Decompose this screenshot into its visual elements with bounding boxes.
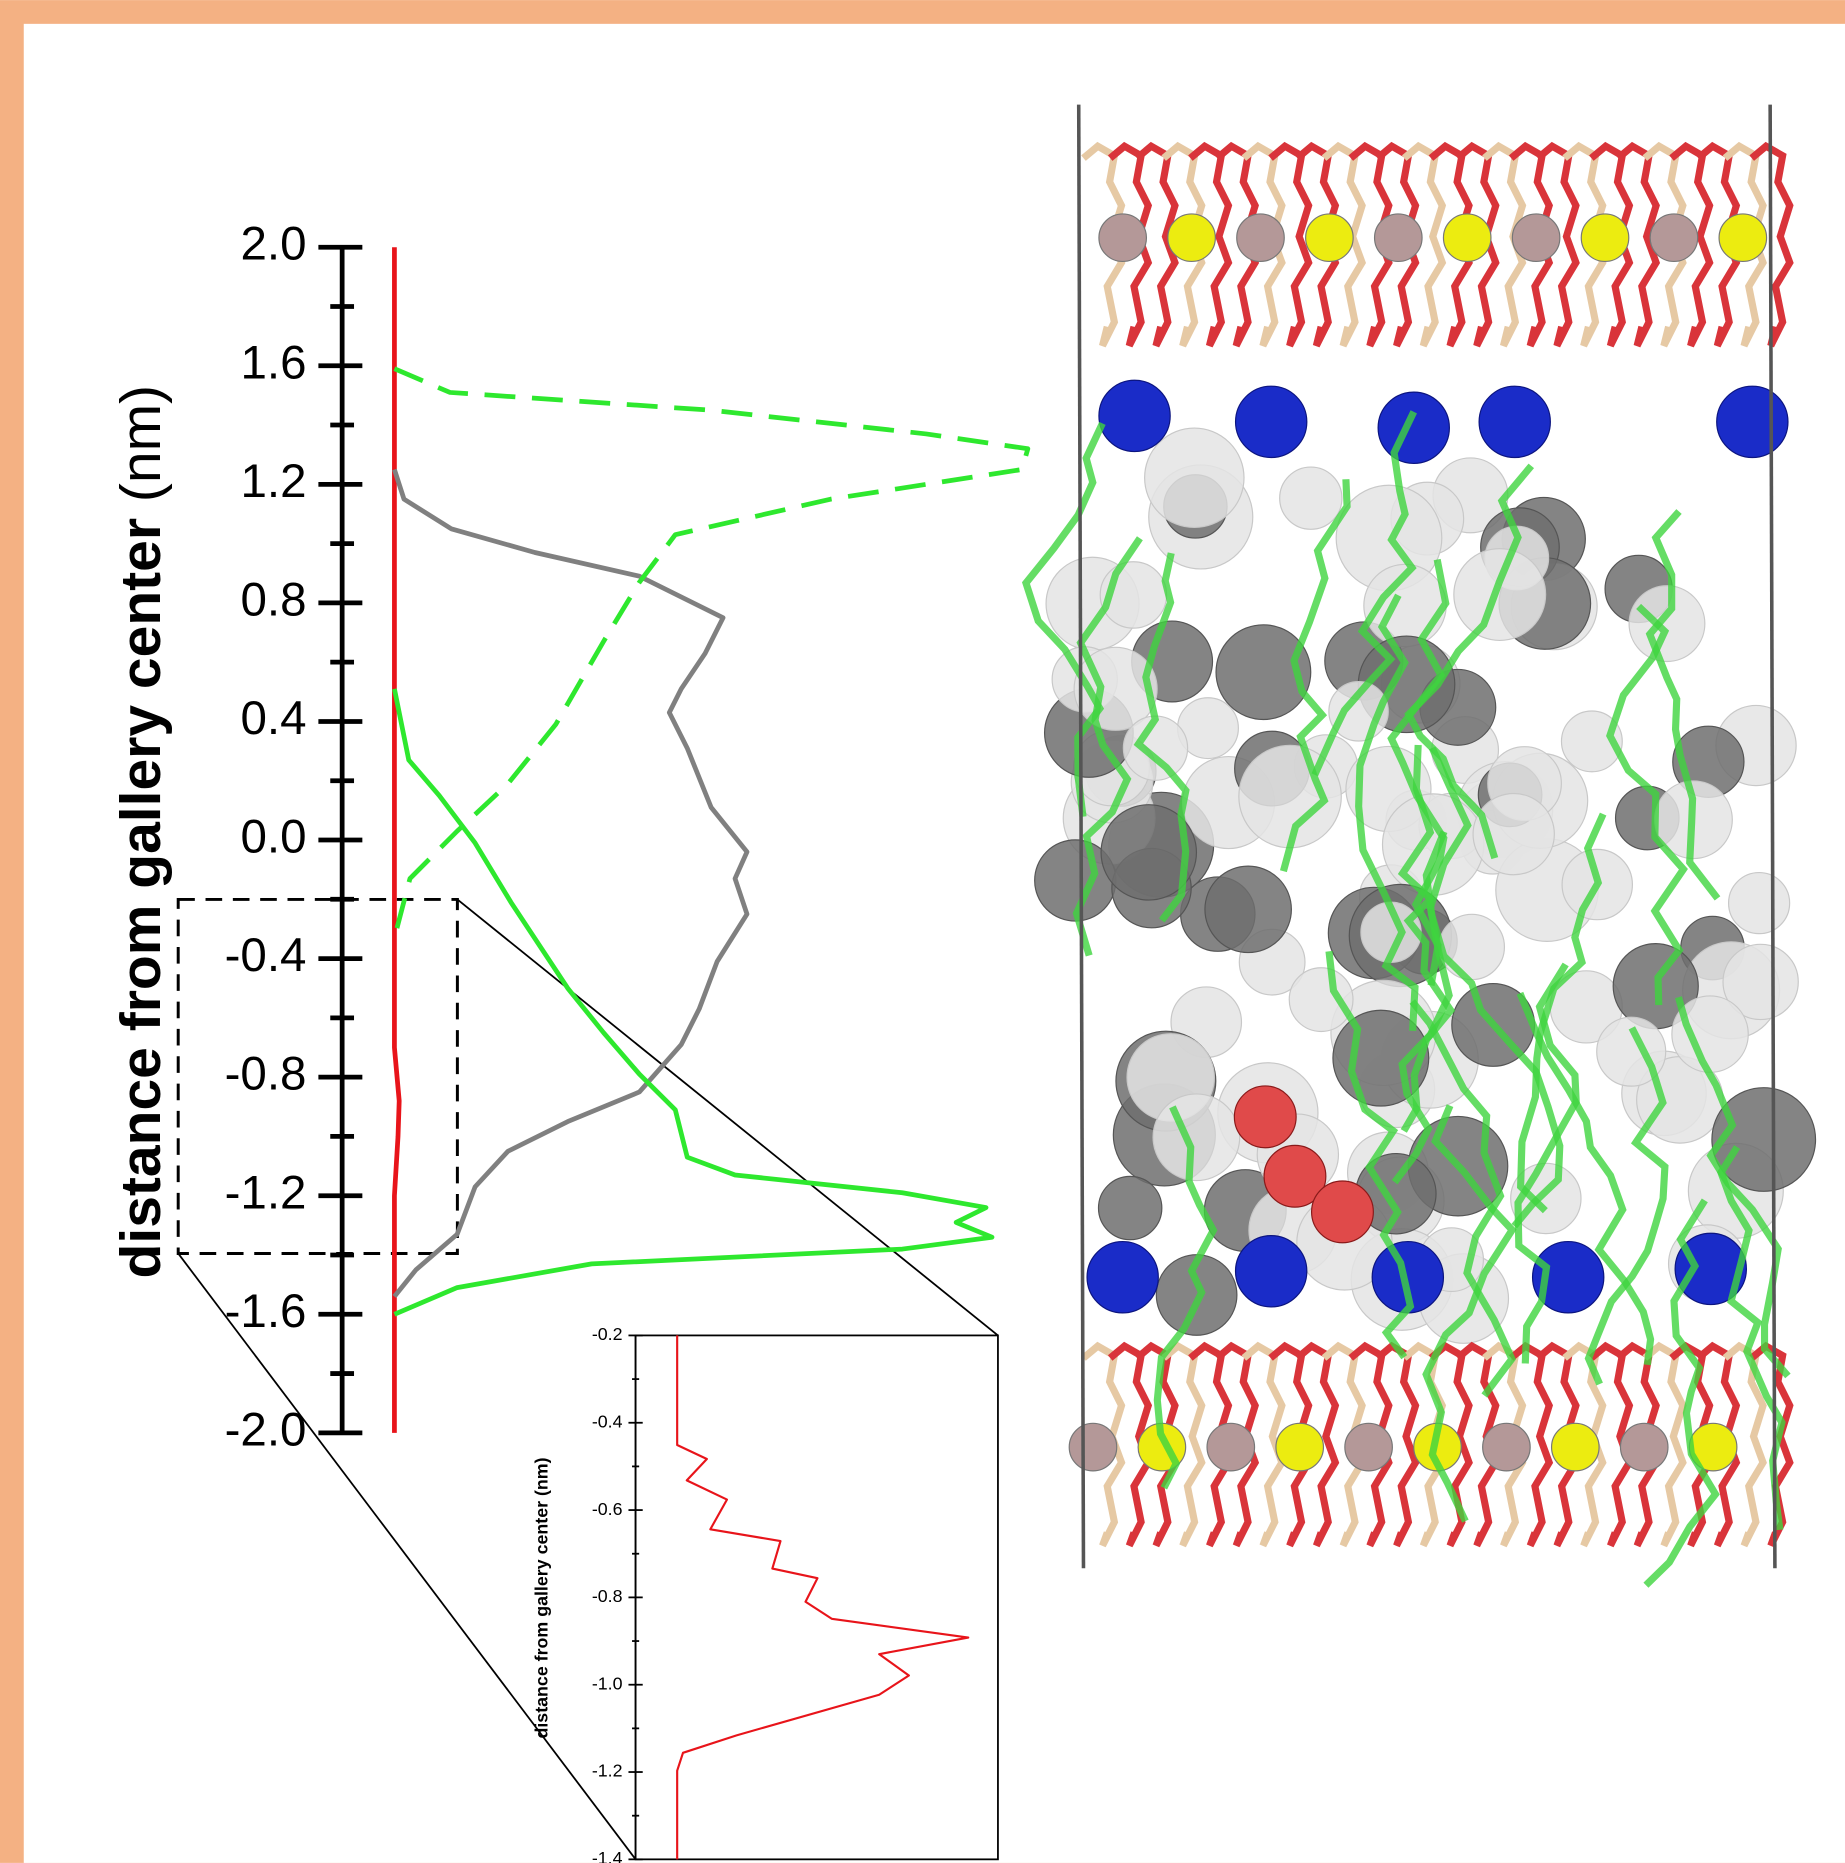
- y-tick-label: -1.4: [592, 1848, 623, 1863]
- atom: [1098, 1176, 1161, 1239]
- nitrogen-atom: [1236, 1236, 1307, 1307]
- y-label-unit: (nm): [109, 385, 173, 502]
- y-tick-label: -0.8: [225, 1048, 307, 1101]
- atom: [1145, 428, 1244, 527]
- metal-atom: [1620, 1423, 1668, 1471]
- metal-atom: [1168, 214, 1216, 262]
- metal-atom: [1650, 214, 1698, 262]
- y-tick-label: 1.2: [240, 455, 306, 508]
- y-tick-label: -1.0: [592, 1673, 623, 1693]
- page: -2.0 -1.6 -1.2 -0.8 -0.4 0.0 0.4 0.8 1.2 1.6 2.0 -1…: [0, 0, 1845, 1863]
- figure: -2.0 -1.6 -1.2 -0.8 -0.4 0.0 0.4 0.8 1.2 1.6 2.0 -1…: [0, 0, 1845, 1863]
- y-tick-label: -2.0: [225, 1403, 307, 1456]
- y-tick-label: 0.4: [240, 692, 306, 745]
- nitrogen-atom: [1087, 1242, 1158, 1313]
- metal-atom: [1276, 1423, 1324, 1471]
- metal-atom: [1306, 214, 1354, 262]
- metal-atom: [1443, 214, 1491, 262]
- atom: [1454, 549, 1546, 641]
- atom: [1729, 873, 1790, 934]
- guest-atom: [1312, 1181, 1374, 1243]
- atom: [1280, 467, 1342, 529]
- y-tick-label: 1.6: [240, 336, 306, 389]
- y-tick-label: -0.2: [592, 1324, 623, 1344]
- metal-atom: [1483, 1423, 1531, 1471]
- y-tick-label: -1.2: [225, 1166, 307, 1219]
- y-tick-label: -0.8: [592, 1586, 623, 1606]
- atom: [1205, 866, 1291, 952]
- inset-y-axis-label: distance from gallery center (nm): [532, 1457, 552, 1738]
- y-tick-label: -1.6: [225, 1285, 307, 1338]
- metal-atom: [1207, 1423, 1255, 1471]
- y-tick-label: -0.6: [592, 1499, 623, 1519]
- metal-atom: [1581, 214, 1629, 262]
- y-tick-label: -0.4: [592, 1411, 623, 1431]
- atom: [1629, 586, 1705, 662]
- metal-atom: [1099, 214, 1147, 262]
- y-axis-label: distance from gallery center (nm): [109, 385, 173, 1279]
- metal-atom: [1345, 1423, 1393, 1471]
- metal-atom: [1552, 1423, 1600, 1471]
- y-tick-label: 0.0: [240, 811, 306, 864]
- atom: [1439, 914, 1504, 979]
- y-tick-label: -1.2: [592, 1761, 623, 1781]
- y-label-main: distance from gallery center: [109, 518, 173, 1279]
- inset-frame: [636, 1335, 998, 1859]
- nitrogen-atom: [1099, 380, 1170, 451]
- atom: [1153, 1094, 1240, 1181]
- y-tick-label: 2.0: [240, 218, 306, 271]
- atom: [1123, 716, 1187, 780]
- nitrogen-atom: [1236, 386, 1307, 457]
- nitrogen-atom: [1717, 386, 1788, 457]
- metal-atom: [1237, 214, 1285, 262]
- metal-atom: [1375, 214, 1423, 262]
- y-tick-label: -0.4: [225, 929, 307, 982]
- guest-atom: [1234, 1086, 1296, 1148]
- nitrogen-atom: [1479, 386, 1550, 457]
- metal-atom: [1512, 214, 1560, 262]
- nitrogen-atom: [1378, 392, 1449, 463]
- atom: [1289, 968, 1353, 1032]
- metal-atom: [1719, 214, 1767, 262]
- metal-atom: [1069, 1423, 1117, 1471]
- y-tick-label: 0.8: [240, 573, 306, 626]
